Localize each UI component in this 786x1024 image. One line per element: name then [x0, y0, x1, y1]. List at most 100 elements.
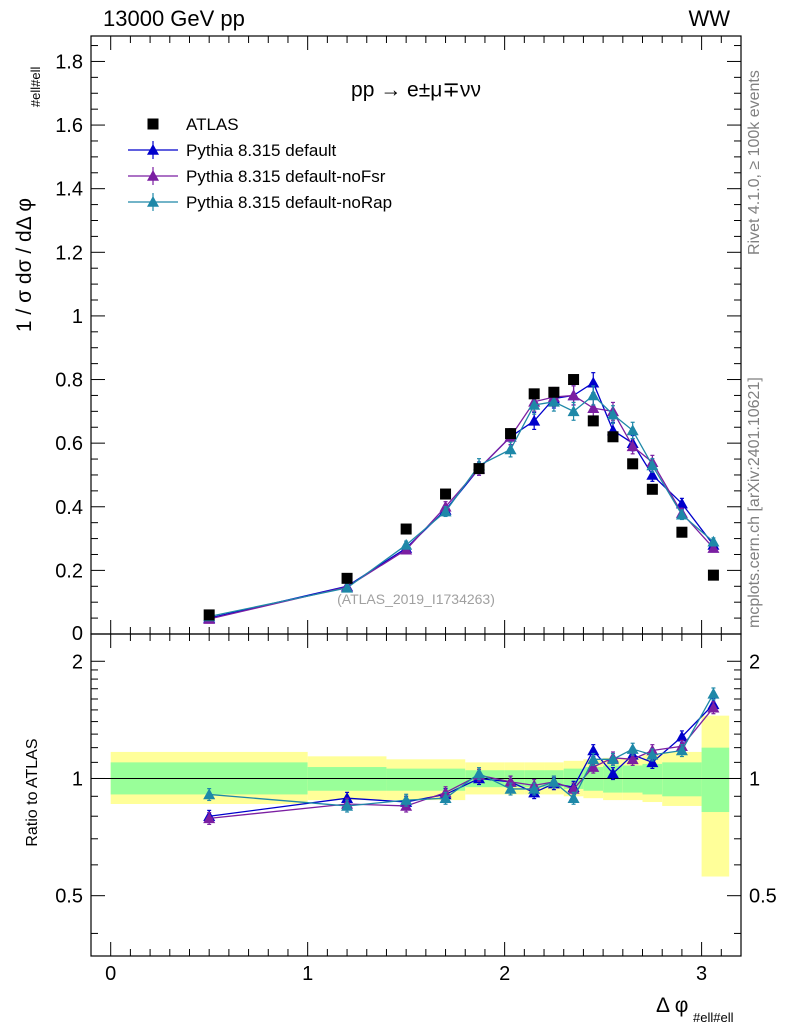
ratio-point-1	[587, 744, 600, 756]
atlas-data-point	[440, 488, 452, 500]
x-tick-label: 2	[499, 963, 510, 985]
legend-marker	[147, 144, 159, 155]
series-point-2	[567, 389, 580, 401]
watermark-analysis-id: (ATLAS_2019_I1734263)	[337, 591, 495, 607]
ratio-band-inner	[662, 762, 702, 797]
series-point-3	[528, 398, 541, 410]
series-point-1	[646, 468, 659, 480]
ratio-point-3	[646, 748, 659, 760]
ratio-point-3	[587, 753, 600, 765]
legend-label: Pythia 8.315 default-noRap	[186, 193, 392, 212]
series-point-3	[606, 408, 619, 420]
ratio-band-inner	[701, 747, 730, 813]
series-line-1	[209, 381, 714, 619]
ratio-y-axis-label: Ratio to ATLAS	[24, 738, 41, 846]
y-tick-label: 1.2	[55, 242, 83, 264]
ratio-point-3	[439, 792, 452, 803]
ratio-plot-frame	[90, 633, 742, 957]
y-tick-label: 0.8	[55, 370, 83, 392]
ratio-y-tick-label-right: 1	[749, 768, 760, 790]
ratio-point-2	[626, 753, 639, 765]
series-point-2	[626, 440, 639, 452]
ratio-point-3	[606, 753, 619, 765]
y-tick-label: 0.4	[55, 497, 83, 519]
ratio-band-inner	[386, 768, 466, 791]
x-axis-label: Δ φ	[656, 994, 688, 1017]
atlas-data-point	[548, 386, 560, 398]
header-energy: 13000 GeV pp	[103, 6, 245, 31]
chart-title: pp → e±μ∓νν	[351, 78, 481, 101]
ratio-y-tick-label: 2	[72, 651, 83, 673]
ratio-point-2	[504, 775, 517, 787]
ratio-y-tick-label-right: 2	[749, 651, 760, 673]
series-point-1	[528, 414, 541, 426]
legend-label: ATLAS	[186, 115, 239, 134]
series-point-2	[707, 542, 720, 553]
y-axis-label: 1 / σ dσ / dΔ φ	[13, 198, 36, 332]
ratio-y-tick-label: 1	[72, 768, 83, 790]
series-point-3	[707, 535, 720, 547]
series-point-3	[567, 405, 580, 417]
ratio-band-inner	[642, 763, 663, 795]
series-point-3	[626, 424, 639, 436]
ratio-point-3	[473, 767, 486, 779]
x-axis-label-subscript: #ell#ell	[693, 1010, 734, 1024]
ratio-point-3	[707, 687, 720, 699]
series-point-3	[646, 459, 659, 471]
y-tick-label: 0.6	[55, 433, 83, 455]
series-point-3	[587, 389, 600, 401]
series-point-1	[587, 376, 600, 388]
atlas-data-point	[505, 428, 517, 440]
x-tick-label: 1	[302, 963, 313, 985]
ratio-point-3	[675, 744, 688, 756]
ratio-point-3	[567, 792, 580, 803]
legend-marker-atlas	[147, 118, 159, 130]
y-tick-label: 1.4	[55, 179, 83, 201]
y-tick-label: 1.8	[55, 51, 83, 73]
y-tick-label: 0.2	[55, 560, 83, 582]
atlas-data-point	[203, 609, 215, 621]
ratio-point-3	[626, 743, 639, 754]
x-tick-label: 0	[105, 963, 116, 985]
atlas-data-point	[646, 483, 658, 495]
ratio-point-2	[587, 761, 600, 772]
ratio-point-2	[707, 701, 720, 713]
ratio-point-2	[203, 812, 216, 824]
atlas-data-point	[627, 458, 639, 470]
y-tick-label: 1	[72, 306, 83, 328]
atlas-data-point	[400, 523, 412, 535]
ratio-point-3	[528, 782, 541, 794]
atlas-data-point	[676, 526, 688, 538]
ratio-y-tick-label-right: 0.5	[749, 886, 777, 908]
ratio-point-3	[203, 788, 216, 800]
ratio-point-1	[606, 767, 619, 779]
series-point-3	[439, 505, 452, 517]
series-point-1	[675, 497, 688, 509]
header-process-tag: WW	[688, 6, 730, 31]
atlas-data-point	[607, 431, 619, 443]
x-tick-label: 3	[696, 963, 707, 985]
series-point-3	[675, 508, 688, 520]
ratio-point-3	[504, 782, 517, 794]
atlas-data-point	[568, 374, 580, 386]
atlas-data-point	[341, 572, 353, 584]
atlas-data-point	[473, 463, 485, 475]
series-point-3	[341, 581, 354, 593]
series-line-2	[209, 394, 714, 620]
legend-marker	[147, 170, 159, 181]
series-point-3	[400, 538, 413, 550]
ratio-band-inner	[622, 765, 643, 793]
series-point-3	[504, 443, 517, 455]
series-point-3	[547, 395, 560, 407]
y-tick-label-zero: 0	[72, 623, 83, 645]
ratio-y-tick-label: 0.5	[55, 886, 83, 908]
legend-label: Pythia 8.315 default-noFsr	[186, 167, 386, 186]
legend-marker	[147, 196, 159, 207]
ratio-point-3	[341, 799, 354, 811]
ratio-point-1	[646, 756, 659, 768]
y-axis-label-subscript: #ell#ell	[28, 67, 43, 108]
legend-label: Pythia 8.315 default	[186, 141, 337, 160]
series-line-3	[209, 394, 714, 618]
series-point-2	[587, 402, 600, 413]
